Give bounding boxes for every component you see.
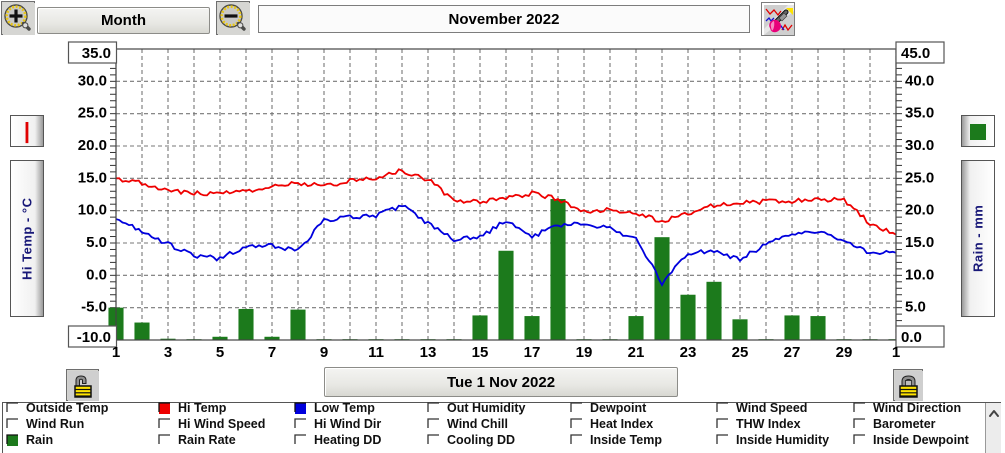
svg-text:30.0: 30.0	[905, 137, 934, 154]
svg-text:20.0: 20.0	[905, 202, 934, 219]
svg-text:11: 11	[368, 344, 384, 361]
svg-text:5.0: 5.0	[905, 299, 926, 316]
svg-text:15.0: 15.0	[78, 169, 107, 186]
svg-text:30.0: 30.0	[78, 72, 107, 89]
svg-text:40.0: 40.0	[905, 72, 934, 89]
svg-text:10.0: 10.0	[78, 202, 107, 219]
svg-text:20.0: 20.0	[78, 137, 107, 154]
svg-text:3: 3	[164, 344, 172, 361]
svg-text:29: 29	[836, 344, 853, 361]
svg-text:-10.0: -10.0	[77, 329, 111, 346]
svg-text:25: 25	[732, 344, 749, 361]
svg-text:21: 21	[628, 344, 645, 361]
svg-text:5: 5	[216, 344, 224, 361]
svg-text:7: 7	[268, 344, 276, 361]
svg-text:45.0: 45.0	[901, 45, 930, 62]
svg-text:9: 9	[320, 344, 328, 361]
svg-text:25.0: 25.0	[905, 169, 934, 186]
svg-text:0.0: 0.0	[86, 266, 107, 283]
svg-text:35.0: 35.0	[82, 45, 111, 62]
svg-text:5.0: 5.0	[86, 234, 107, 251]
svg-text:23: 23	[680, 344, 697, 361]
svg-text:15.0: 15.0	[905, 234, 934, 251]
svg-text:15: 15	[472, 344, 489, 361]
svg-text:17: 17	[524, 344, 541, 361]
svg-text:10.0: 10.0	[905, 266, 934, 283]
svg-text:0.0: 0.0	[901, 329, 922, 346]
svg-text:25.0: 25.0	[78, 105, 107, 122]
svg-text:13: 13	[420, 344, 437, 361]
svg-text:-5.0: -5.0	[81, 299, 107, 316]
svg-text:27: 27	[784, 344, 801, 361]
svg-text:1: 1	[892, 344, 900, 361]
svg-text:1: 1	[112, 344, 120, 361]
svg-text:19: 19	[576, 344, 593, 361]
svg-text:35.0: 35.0	[905, 105, 934, 122]
